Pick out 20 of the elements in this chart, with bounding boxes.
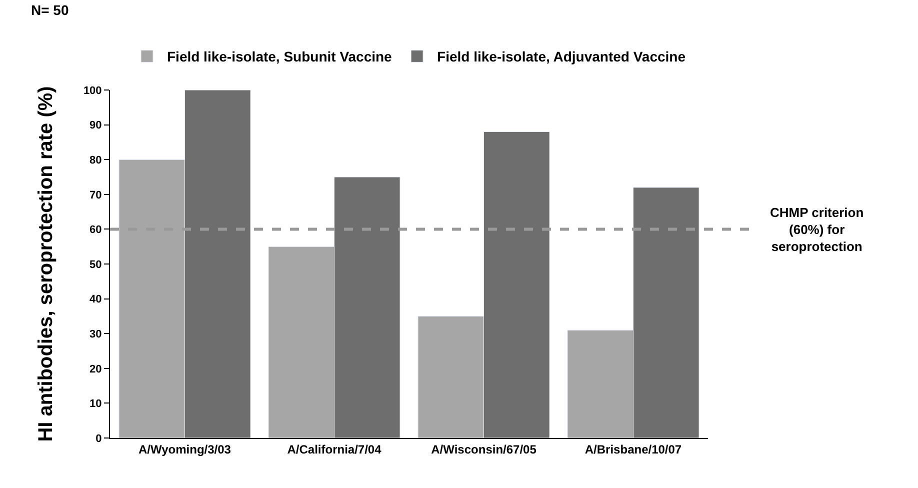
x-tick-label: A/Brisbane/10/07	[584, 442, 682, 456]
x-tick-label: A/California/7/04	[287, 442, 382, 456]
y-tick-label: 0	[96, 432, 102, 445]
y-tick-label: 40	[90, 294, 102, 306]
y-tick-label: 30	[90, 328, 102, 340]
y-tick-label: 20	[90, 363, 102, 376]
y-tick-label: 80	[90, 154, 102, 166]
y-tick-label: 70	[90, 189, 102, 202]
y-tick-label: 60	[90, 224, 102, 236]
legend-label: Field like-isolate, Subunit Vaccine	[167, 48, 392, 65]
y-axis-title: HI antibodies, seroprotection rate (%)	[34, 86, 57, 442]
x-tick-label: A/Wyoming/3/03	[138, 442, 232, 456]
x-tick-label: A/Wisconsin/67/05	[431, 442, 537, 456]
y-tick-label: 50	[90, 258, 102, 271]
y-tick-label: 10	[90, 398, 102, 410]
y-tick-label: 90	[90, 120, 102, 132]
y-tick-label: 100	[83, 84, 102, 97]
legend-label: Field like-isolate, Adjuvanted Vaccine	[437, 48, 686, 65]
text: N= 50	[31, 2, 69, 18]
ref-line-label: CHMP criterion (60%) for seroprotection	[770, 205, 864, 254]
